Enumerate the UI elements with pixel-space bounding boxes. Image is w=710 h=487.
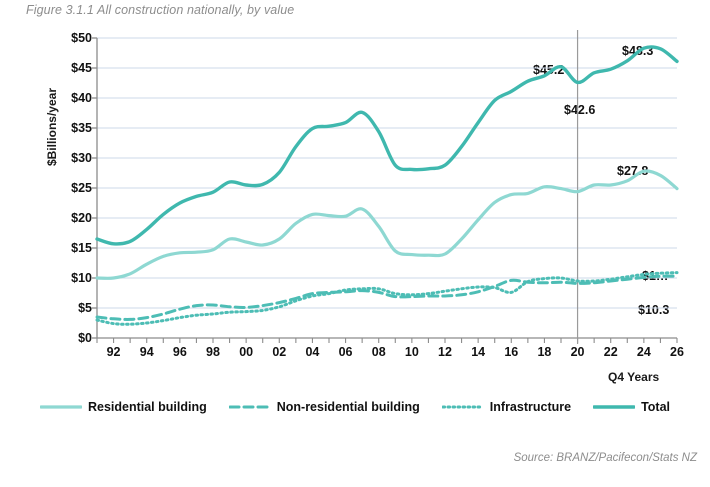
y-axis-tick-labels: $0 $5 $10 $15 $20 $25 $30 $35 $40 $45 $50 (40, 0, 92, 487)
y-axis-tick-label: $20 (71, 211, 92, 225)
x-axis-tick-label: 98 (206, 345, 220, 359)
y-axis-tick-label: $25 (71, 181, 92, 195)
legend-swatch-icon (228, 400, 272, 414)
residential-peak-2024-label: $27.8 (617, 164, 649, 178)
legend-label: Total (641, 400, 671, 414)
figure-title: Figure 3.1.1 All construction nationally… (26, 3, 295, 17)
legend-item-non-residential-building[interactable]: Non-residential building (228, 400, 420, 414)
x-axis-tick-label: 08 (371, 345, 386, 359)
x-axis-tick-label: 22 (603, 345, 618, 359)
series-line-infrastructure (95, 271, 679, 326)
series-line-total (95, 45, 679, 246)
legend-label: Non-residential building (276, 400, 420, 414)
x-axis-tick-label: 00 (239, 345, 254, 359)
legend-swatch-icon (592, 400, 636, 414)
legend-swatch-icon (39, 400, 83, 414)
x-axis-tick-label: 92 (106, 345, 121, 359)
x-axis-tick-label: 94 (139, 345, 154, 359)
legend-item-residential-building[interactable]: Residential building (39, 400, 207, 414)
x-axis-title: Q4 Years (608, 370, 660, 384)
x-axis-tick-label: 06 (338, 345, 353, 359)
x-axis-tick-label: 04 (305, 345, 320, 359)
y-axis-tick-label: $50 (71, 31, 92, 45)
source-note: Source: BRANZ/Pacifecon/Stats NZ (513, 452, 697, 464)
y-axis-tick-label: $0 (78, 331, 92, 345)
chart-legend: Residential building Non-residential buil… (0, 400, 710, 414)
y-axis-tick-label: $30 (71, 151, 92, 165)
x-axis-tick-label: 10 (404, 345, 419, 359)
x-axis-tick-label: 96 (172, 345, 187, 359)
y-axis-tick-label: $5 (78, 301, 92, 315)
legend-item-total[interactable]: Total (592, 400, 671, 414)
x-axis-tick-label: 02 (272, 345, 287, 359)
nonresidential-end-label: $10.3 (638, 303, 670, 317)
y-axis-tick-label: $45 (71, 61, 92, 75)
x-axis-tick-label: 14 (471, 345, 486, 359)
series-line-non-residential-building (95, 274, 679, 321)
y-axis-tick-label: $40 (71, 91, 92, 105)
legend-label: Residential building (87, 400, 207, 414)
y-axis-tick-label: $15 (71, 241, 92, 255)
x-axis-tick-label: 20 (570, 345, 585, 359)
legend-item-infrastructure[interactable]: Infrastructure (441, 400, 572, 414)
x-axis-tick-label: 26 (670, 345, 684, 359)
x-axis-tick-label: 12 (438, 345, 452, 359)
legend-swatch-icon (441, 400, 485, 414)
x-axis-tick-label: 16 (504, 345, 519, 359)
y-axis-tick-label: $10 (71, 271, 92, 285)
x-axis-tick-label: 24 (636, 345, 651, 359)
total-2020-label: $42.6 (564, 103, 596, 117)
y-axis-tick-label: $35 (71, 121, 92, 135)
series-line-residential-building (95, 169, 679, 280)
legend-label: Infrastructure (489, 400, 572, 414)
x-axis-tick-label: 18 (537, 345, 552, 359)
